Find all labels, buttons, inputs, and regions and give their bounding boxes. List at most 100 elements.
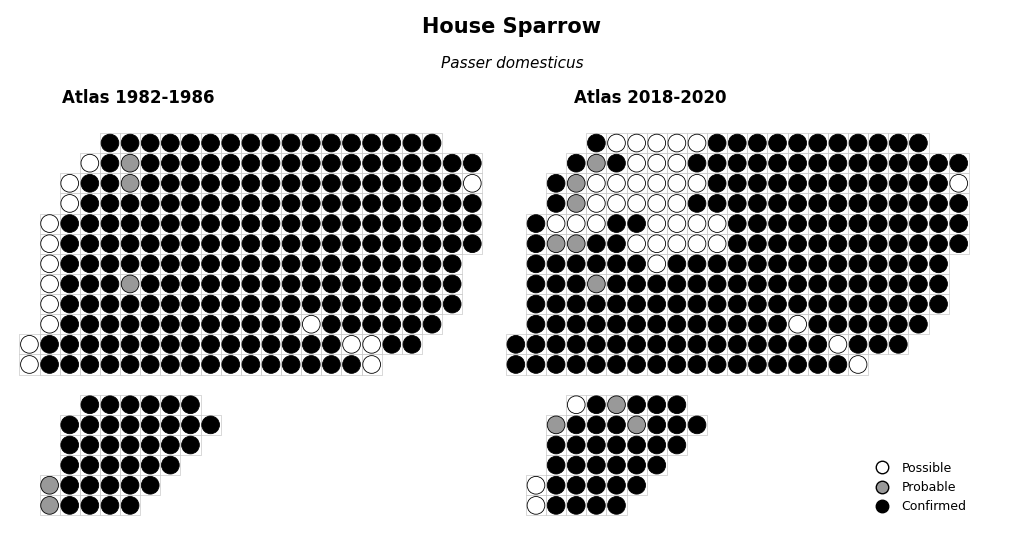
- Circle shape: [423, 295, 441, 313]
- Circle shape: [849, 295, 867, 313]
- Circle shape: [423, 134, 441, 152]
- Circle shape: [443, 174, 461, 192]
- Bar: [261, 354, 281, 375]
- Bar: [341, 133, 361, 153]
- Circle shape: [443, 154, 461, 172]
- Circle shape: [749, 134, 766, 152]
- Circle shape: [60, 315, 79, 333]
- Circle shape: [728, 356, 746, 373]
- Circle shape: [567, 275, 585, 293]
- Circle shape: [668, 315, 686, 333]
- Circle shape: [222, 215, 240, 233]
- Bar: [120, 354, 140, 375]
- Bar: [401, 274, 422, 294]
- Circle shape: [648, 174, 666, 192]
- Circle shape: [728, 215, 746, 233]
- Bar: [526, 334, 546, 354]
- Circle shape: [81, 255, 98, 273]
- Circle shape: [809, 356, 826, 373]
- Circle shape: [283, 154, 300, 172]
- Circle shape: [202, 195, 219, 212]
- Bar: [442, 214, 462, 234]
- Circle shape: [890, 154, 907, 172]
- Circle shape: [362, 215, 381, 233]
- Circle shape: [202, 416, 219, 434]
- Circle shape: [567, 476, 585, 494]
- Bar: [687, 153, 708, 173]
- Circle shape: [628, 476, 645, 494]
- Bar: [587, 495, 606, 515]
- Bar: [401, 314, 422, 334]
- Bar: [80, 153, 100, 173]
- Circle shape: [181, 255, 200, 273]
- Bar: [908, 214, 929, 234]
- Bar: [727, 314, 748, 334]
- Circle shape: [383, 335, 400, 353]
- Bar: [748, 314, 767, 334]
- Circle shape: [909, 174, 928, 192]
- Circle shape: [950, 195, 968, 212]
- Circle shape: [60, 174, 79, 192]
- Circle shape: [829, 215, 847, 233]
- Bar: [908, 274, 929, 294]
- Circle shape: [567, 295, 585, 313]
- Circle shape: [869, 174, 887, 192]
- Bar: [687, 334, 708, 354]
- Bar: [80, 214, 100, 234]
- Bar: [787, 334, 808, 354]
- Circle shape: [567, 174, 585, 192]
- Bar: [100, 294, 120, 314]
- Bar: [341, 314, 361, 334]
- Circle shape: [283, 275, 300, 293]
- Bar: [221, 133, 241, 153]
- Bar: [361, 274, 382, 294]
- Circle shape: [101, 476, 119, 494]
- Bar: [161, 395, 180, 415]
- Bar: [606, 354, 627, 375]
- Circle shape: [121, 396, 139, 414]
- Bar: [401, 193, 422, 214]
- Circle shape: [121, 174, 139, 192]
- Circle shape: [809, 154, 826, 172]
- Circle shape: [769, 154, 786, 172]
- Bar: [546, 294, 566, 314]
- Bar: [526, 254, 546, 274]
- Bar: [888, 153, 908, 173]
- Circle shape: [607, 456, 626, 474]
- Circle shape: [890, 295, 907, 313]
- Bar: [526, 475, 546, 495]
- Bar: [566, 435, 587, 455]
- Circle shape: [162, 134, 179, 152]
- Bar: [888, 254, 908, 274]
- Bar: [627, 455, 647, 475]
- Bar: [120, 334, 140, 354]
- Bar: [80, 395, 100, 415]
- Circle shape: [749, 195, 766, 212]
- Circle shape: [101, 134, 119, 152]
- Bar: [180, 314, 201, 334]
- Circle shape: [242, 215, 260, 233]
- Bar: [301, 133, 322, 153]
- Bar: [868, 214, 888, 234]
- Circle shape: [141, 315, 159, 333]
- Text: Atlas 2018-2020: Atlas 2018-2020: [574, 89, 726, 107]
- Bar: [382, 274, 401, 294]
- Circle shape: [464, 195, 481, 212]
- Circle shape: [788, 134, 807, 152]
- Bar: [201, 153, 221, 173]
- Circle shape: [869, 335, 887, 353]
- Circle shape: [81, 174, 98, 192]
- Circle shape: [141, 476, 159, 494]
- Bar: [727, 133, 748, 153]
- Bar: [647, 254, 667, 274]
- Bar: [100, 455, 120, 475]
- Bar: [100, 153, 120, 173]
- Bar: [687, 173, 708, 193]
- Circle shape: [668, 275, 686, 293]
- Circle shape: [588, 295, 605, 313]
- Bar: [180, 435, 201, 455]
- Bar: [868, 153, 888, 173]
- Bar: [647, 153, 667, 173]
- Bar: [566, 193, 587, 214]
- Bar: [161, 435, 180, 455]
